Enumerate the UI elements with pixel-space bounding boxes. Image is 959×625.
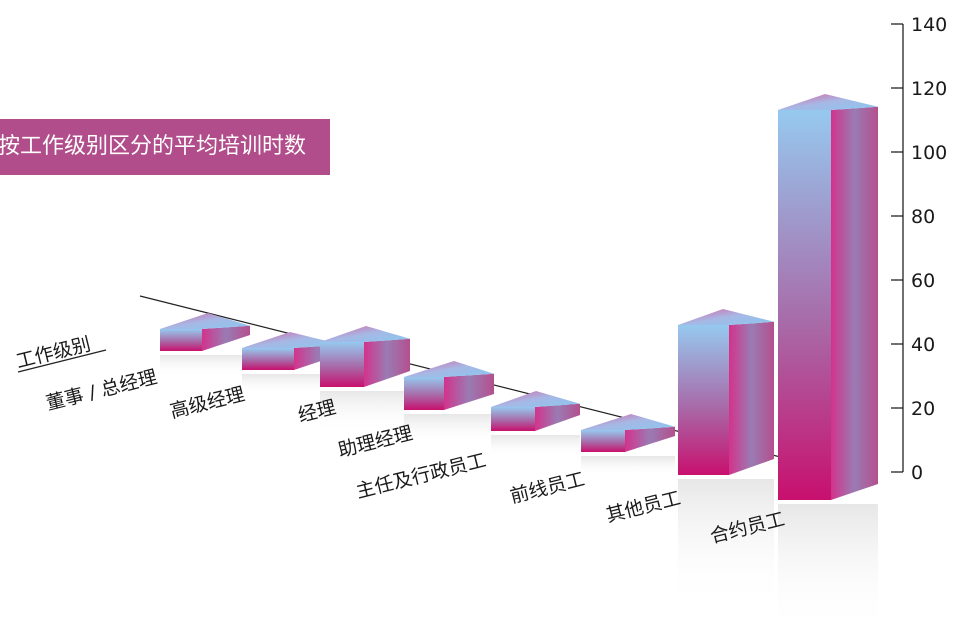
y-tick-label: 140 <box>911 14 947 36</box>
bar-top <box>678 309 774 325</box>
bar-side <box>625 426 675 452</box>
bar-front <box>242 348 294 370</box>
bar <box>678 309 774 475</box>
bar <box>160 313 250 351</box>
x-axis-title: 工作级别 <box>14 333 93 373</box>
y-tick-label: 60 <box>911 270 935 292</box>
bar <box>320 326 410 387</box>
bar-side <box>831 106 878 501</box>
y-tick-label: 40 <box>911 334 935 356</box>
bar-reflection <box>160 355 250 375</box>
y-tick-label: 20 <box>911 398 935 420</box>
bar-top <box>581 414 675 430</box>
y-tick-label: 80 <box>911 206 935 228</box>
bar-side <box>444 373 494 410</box>
bar-side <box>364 338 410 387</box>
bar-reflection <box>778 504 878 625</box>
bar-reflections <box>160 355 878 625</box>
category-label: 高级经理 <box>168 383 247 423</box>
y-axis: 0 20 40 60 80 100 120 140 <box>891 14 947 484</box>
bar-reflection <box>404 414 494 444</box>
bar-reflection <box>581 456 675 476</box>
category-label: 主任及行政员工 <box>354 449 488 503</box>
bar-side <box>535 403 580 431</box>
bar-front <box>160 329 202 351</box>
bar <box>404 361 494 410</box>
bar-top <box>320 326 410 342</box>
bar-side <box>202 325 250 351</box>
y-tick-label: 120 <box>911 78 947 100</box>
bar-front <box>778 110 831 500</box>
chart-title-text: 按工作级别区分的平均培训时数 <box>0 134 307 159</box>
bar-front <box>581 430 625 452</box>
bar <box>581 414 675 452</box>
bar-side <box>729 321 774 475</box>
bar-reflection <box>320 391 410 432</box>
x-axis-title-underline <box>17 349 107 373</box>
bar <box>491 391 580 431</box>
bar-front <box>320 342 364 387</box>
bar-reflection <box>491 435 580 457</box>
bar-top <box>404 361 494 377</box>
bars-group <box>160 94 878 501</box>
bar <box>778 94 878 501</box>
bar-top <box>491 391 580 407</box>
bar-front <box>404 377 444 410</box>
y-tick-label: 0 <box>911 462 923 484</box>
bar-top <box>242 332 342 348</box>
category-label: 其他员工 <box>604 487 683 527</box>
bar-front <box>678 325 729 475</box>
chart-title: 按工作级别区分的平均培训时数 <box>0 119 330 175</box>
bar-top <box>778 94 878 110</box>
bar-reflection <box>242 374 342 394</box>
category-label: 前线员工 <box>508 468 587 508</box>
category-label: 董事 / 总经理 <box>44 366 159 415</box>
bar-front <box>491 407 535 431</box>
y-tick-label: 100 <box>911 142 947 164</box>
bar-reflection <box>678 479 774 609</box>
bar-top <box>160 313 250 329</box>
